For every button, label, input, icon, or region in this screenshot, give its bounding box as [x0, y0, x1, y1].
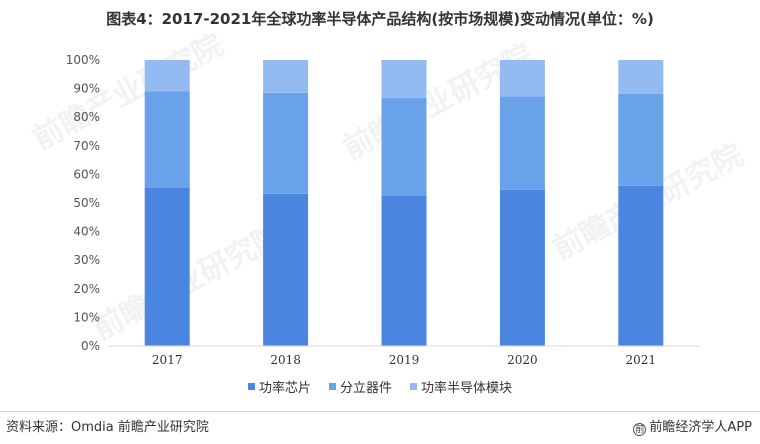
legend-swatch [328, 383, 336, 390]
x-tick-label: 2021 [626, 353, 657, 367]
chart-title: 图表4：2017-2021年全球功率半导体产品结构(按市场规模)变动情况(单位：… [106, 10, 654, 28]
bars [144, 60, 664, 346]
legend-label: 分立器件 [339, 381, 392, 396]
bar-segment [144, 91, 190, 188]
brand-logo-icon: 前 [633, 423, 647, 436]
y-tick-label: 80% [73, 110, 100, 124]
bar-segment [618, 185, 664, 346]
legend-item: 功率半导体模块 [410, 377, 512, 396]
legend: 功率芯片 分立器件 功率半导体模块 [0, 377, 760, 396]
bar-segment [499, 60, 545, 97]
bar-segment [618, 93, 664, 186]
x-tick-label: 2018 [270, 353, 301, 367]
x-axis: 2017 2018 2019 2020 2021 [152, 353, 656, 367]
bar-segment [144, 60, 190, 92]
legend-item: 分立器件 [328, 377, 392, 396]
bar-segment [499, 189, 545, 346]
bar-segment [499, 96, 545, 190]
y-tick-label: 70% [73, 139, 100, 153]
legend-swatch [410, 383, 417, 390]
y-tick-label: 60% [73, 167, 100, 181]
brand-label: 前前瞻经济学人APP [633, 416, 752, 436]
bar-segment [618, 60, 664, 94]
brand-text: 前瞻经济学人APP [649, 420, 752, 435]
legend-label: 功率半导体模块 [421, 381, 513, 396]
x-tick-label: 2019 [389, 353, 420, 367]
bar-segment [381, 60, 427, 98]
bar-segment [144, 187, 190, 346]
x-tick-label: 2017 [152, 353, 183, 367]
x-tick-label: 2020 [507, 353, 538, 367]
y-axis: 0% 10% 20% 30% 40% 50% 60% 70% 80% 90% 100% [66, 53, 100, 353]
y-tick-label: 90% [73, 82, 100, 96]
y-tick-label: 20% [73, 282, 100, 296]
legend-item: 功率芯片 [247, 377, 311, 396]
bar-segment [263, 92, 309, 194]
y-tick-label: 50% [73, 196, 100, 210]
legend-label: 功率芯片 [258, 381, 311, 396]
y-tick-label: 40% [73, 225, 100, 239]
footer-divider [0, 411, 760, 412]
legend-swatch [247, 383, 255, 390]
y-tick-label: 10% [73, 310, 100, 324]
bar-segment [381, 195, 427, 346]
watermark-text: 前瞻产业研究院 [27, 28, 229, 157]
source-note: 资料来源：Omdia 前瞻产业研究院 [6, 420, 209, 435]
y-tick-label: 30% [73, 253, 100, 267]
y-tick-label: 100% [66, 53, 100, 67]
bar-segment [263, 193, 309, 346]
bar-segment [381, 97, 427, 196]
y-tick-label: 0% [81, 339, 100, 353]
bar-segment [263, 60, 309, 93]
